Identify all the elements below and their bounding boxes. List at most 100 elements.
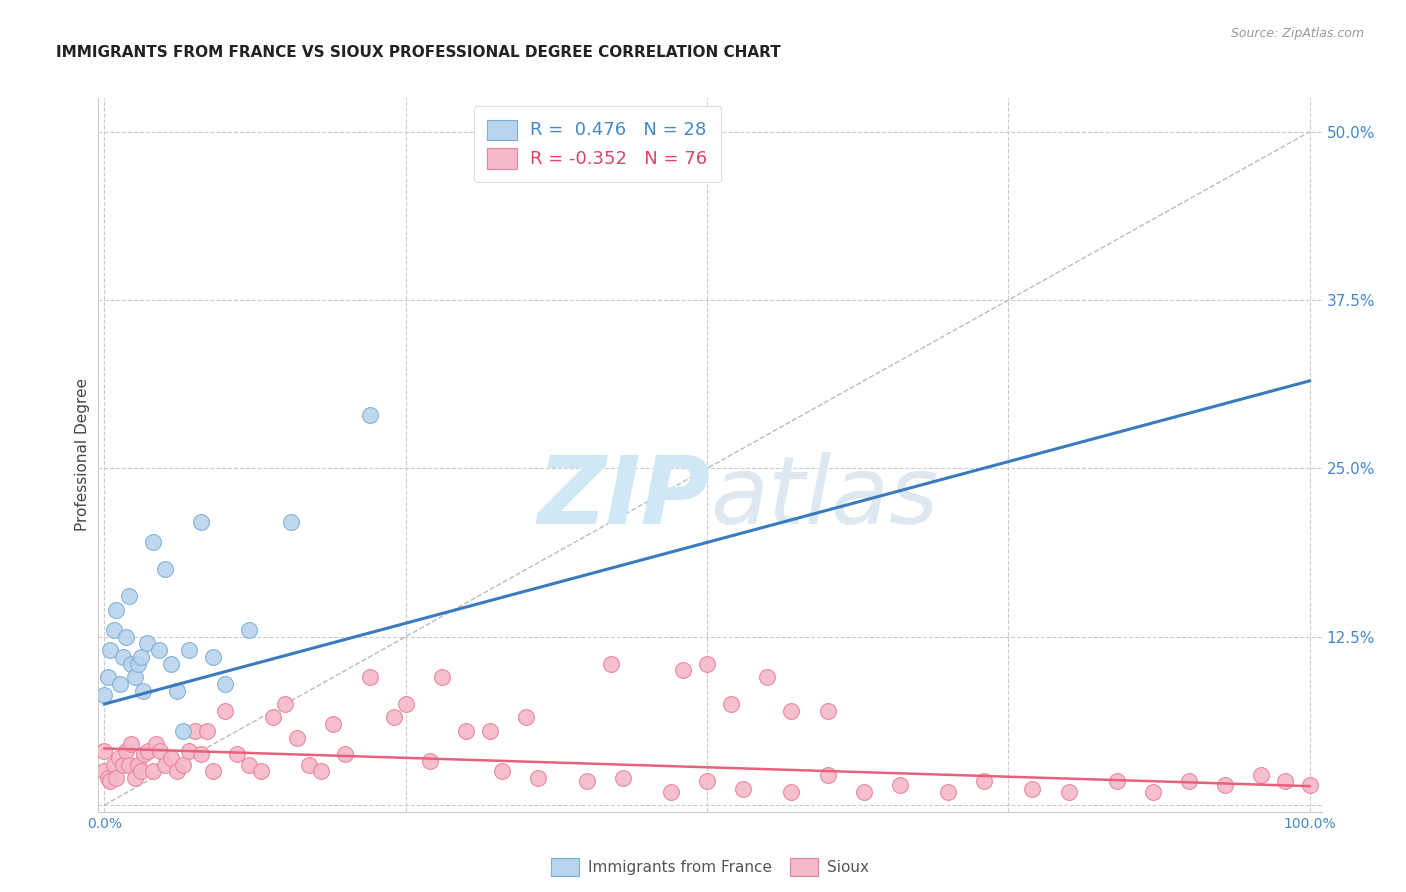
Point	[153, 757, 176, 772]
Point	[696, 773, 718, 788]
Point	[359, 670, 381, 684]
Point	[672, 664, 695, 678]
Point	[575, 773, 598, 788]
Point	[515, 710, 537, 724]
Point	[149, 744, 172, 758]
Y-axis label: Professional Degree: Professional Degree	[75, 378, 90, 532]
Point	[280, 515, 302, 529]
Point	[1178, 773, 1201, 788]
Point	[97, 670, 120, 684]
Point	[430, 670, 453, 684]
Point	[115, 744, 138, 758]
Point	[93, 688, 115, 702]
Point	[184, 723, 207, 738]
Point	[135, 636, 157, 650]
Point	[103, 757, 125, 772]
Point	[395, 697, 418, 711]
Point	[262, 710, 284, 724]
Point	[148, 643, 170, 657]
Point	[190, 515, 212, 529]
Point	[145, 738, 167, 752]
Point	[103, 623, 125, 637]
Point	[311, 764, 333, 779]
Point	[1057, 784, 1080, 798]
Point	[419, 754, 441, 768]
Point	[124, 771, 146, 785]
Point	[201, 764, 224, 779]
Point	[973, 773, 995, 788]
Point	[491, 764, 513, 779]
Point	[127, 757, 149, 772]
Point	[1213, 778, 1236, 792]
Point	[1250, 768, 1272, 782]
Point	[172, 723, 194, 738]
Point	[129, 764, 152, 779]
Point	[1298, 778, 1320, 792]
Point	[359, 408, 381, 422]
Point	[111, 649, 134, 664]
Point	[100, 643, 122, 657]
Point	[780, 704, 803, 718]
Text: ZIP: ZIP	[537, 451, 710, 544]
Point	[120, 738, 142, 752]
Point	[177, 643, 200, 657]
Point	[527, 771, 550, 785]
Point	[335, 747, 357, 761]
Point	[852, 784, 875, 798]
Point	[226, 747, 249, 761]
Point	[817, 768, 839, 782]
Point	[159, 657, 181, 671]
Point	[100, 773, 122, 788]
Legend: Immigrants from France, Sioux: Immigrants from France, Sioux	[546, 852, 875, 882]
Point	[733, 781, 755, 796]
Point	[238, 757, 260, 772]
Point	[382, 710, 405, 724]
Point	[93, 744, 115, 758]
Point	[250, 764, 273, 779]
Point	[889, 778, 911, 792]
Point	[285, 731, 308, 745]
Point	[172, 757, 194, 772]
Point	[780, 784, 803, 798]
Point	[134, 747, 156, 761]
Point	[108, 751, 131, 765]
Point	[115, 630, 138, 644]
Point	[454, 723, 477, 738]
Point	[238, 623, 260, 637]
Point	[1105, 773, 1128, 788]
Point	[599, 657, 621, 671]
Point	[936, 784, 959, 798]
Point	[142, 764, 165, 779]
Point	[117, 757, 139, 772]
Text: IMMIGRANTS FROM FRANCE VS SIOUX PROFESSIONAL DEGREE CORRELATION CHART: IMMIGRANTS FROM FRANCE VS SIOUX PROFESSI…	[56, 45, 780, 60]
Point	[1021, 781, 1043, 796]
Point	[274, 697, 297, 711]
Point	[298, 757, 321, 772]
Point	[214, 677, 236, 691]
Point	[166, 764, 188, 779]
Point	[105, 771, 128, 785]
Point	[136, 744, 159, 758]
Point	[97, 771, 120, 785]
Point	[612, 771, 634, 785]
Point	[1142, 784, 1164, 798]
Point	[322, 717, 344, 731]
Point	[142, 535, 165, 549]
Point	[108, 677, 131, 691]
Point	[153, 562, 176, 576]
Point	[129, 649, 152, 664]
Point	[159, 751, 181, 765]
Point	[214, 704, 236, 718]
Point	[817, 704, 839, 718]
Point	[124, 670, 146, 684]
Point	[177, 744, 200, 758]
Point	[120, 657, 142, 671]
Point	[756, 670, 779, 684]
Point	[195, 723, 218, 738]
Point	[166, 683, 188, 698]
Text: Source: ZipAtlas.com: Source: ZipAtlas.com	[1230, 27, 1364, 40]
Text: atlas: atlas	[710, 452, 938, 543]
Point	[105, 603, 128, 617]
Point	[720, 697, 742, 711]
Point	[696, 657, 718, 671]
